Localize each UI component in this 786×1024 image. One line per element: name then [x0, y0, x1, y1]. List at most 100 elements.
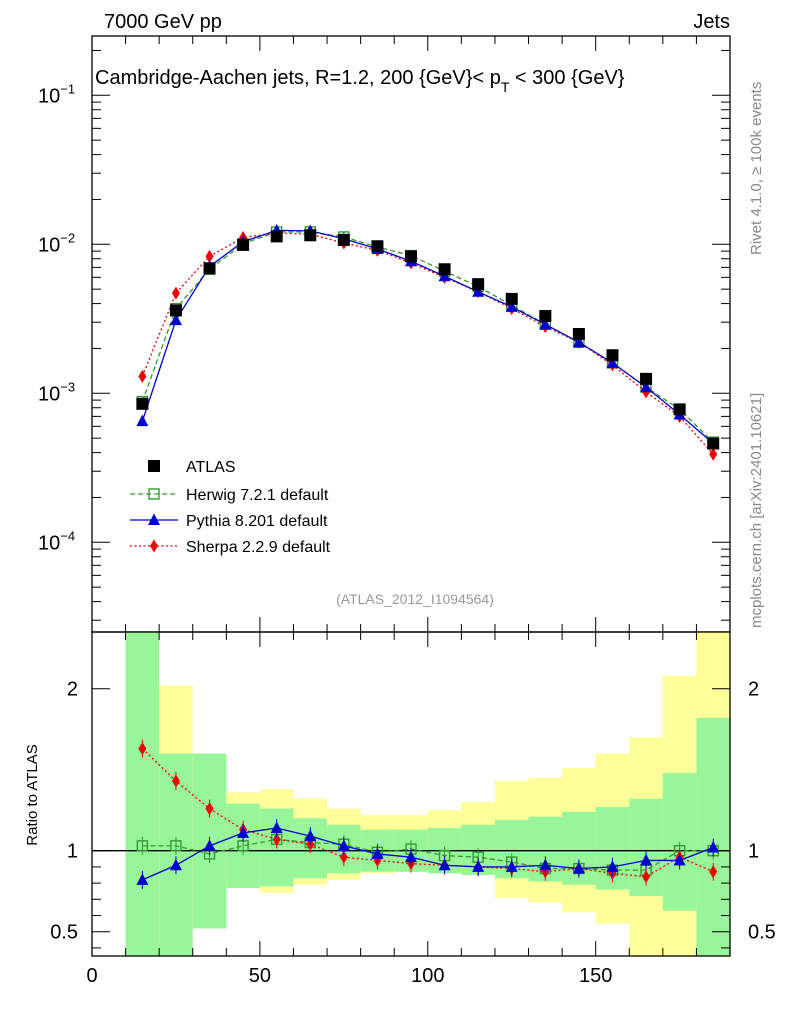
band-inner — [696, 717, 730, 956]
y-tick-label: 1 — [67, 841, 78, 863]
ratio-point-pythia — [606, 860, 619, 872]
point-atlas — [136, 397, 149, 410]
title-prefix: Cambridge-Aachen jets, R=1.2, 200 {GeV}<… — [95, 67, 501, 89]
x-tick-label: 50 — [249, 965, 271, 987]
ratio-point-pythia — [237, 826, 250, 838]
series-atlas — [136, 229, 720, 450]
main-series — [136, 223, 720, 461]
ratio-point-sherpa — [171, 774, 180, 788]
point-atlas — [270, 230, 283, 243]
ratio-point-pythia — [640, 853, 653, 866]
ratio-point-pythia — [673, 853, 686, 866]
point-pythia — [505, 300, 518, 312]
ratio-ylabel: Ratio to ATLAS — [24, 744, 41, 845]
point-atlas — [371, 240, 384, 253]
legend-marker-sherpa — [150, 539, 158, 553]
legend: ATLAS Herwig 7.2.1 default Pythia 8.201 de… — [130, 459, 331, 556]
point-atlas — [405, 250, 417, 263]
ratio-axes: 0.5 0.5 1 1 2 2 0 50 100 150 — [50, 632, 776, 987]
ratio-point-herwig — [136, 840, 149, 852]
ratio-series — [136, 739, 720, 889]
point-pythia — [539, 317, 552, 330]
point-atlas — [169, 304, 182, 317]
ratio-point-pythia — [539, 858, 552, 871]
ratio-point-pythia — [270, 821, 283, 834]
point-atlas — [203, 262, 216, 275]
side-label-rivet: Rivet 4.1.0, ≥ 100k events — [748, 82, 765, 255]
point-atlas — [438, 263, 451, 276]
ratio-point-pythia — [371, 847, 384, 859]
ratio-bands — [125, 632, 730, 956]
y-tick-label: 10−3 — [38, 379, 75, 405]
x-tick-label: 150 — [579, 965, 612, 987]
main-axes: 10−1 10−2 10−3 10−4 — [38, 36, 731, 632]
ratio-point-pythia — [136, 873, 149, 885]
legend-label-pythia: Pythia 8.201 default — [186, 513, 328, 530]
legend-entry-atlas: ATLAS — [148, 459, 236, 476]
point-pythia — [136, 414, 149, 427]
series-line-pythia — [141, 229, 714, 445]
legend-label-atlas: ATLAS — [186, 459, 236, 476]
point-atlas — [707, 437, 720, 450]
title-suffix: < 300 {GeV} — [509, 67, 624, 89]
ratio-point-sherpa — [339, 850, 348, 864]
y-tick-label: 2 — [67, 679, 78, 701]
point-pythia — [572, 335, 585, 348]
legend-label-sherpa: Sherpa 2.2.9 default — [186, 539, 331, 556]
ratio-point-pythia — [572, 862, 585, 874]
point-pythia — [606, 356, 619, 368]
ratio-point-sherpa — [138, 742, 147, 756]
analysis-id: (ATLAS_2012_I1094564) — [336, 591, 494, 607]
series-herwig — [136, 226, 719, 448]
point-pythia — [640, 380, 653, 393]
point-pythia — [438, 269, 451, 282]
y-tick-label-right: 1 — [748, 841, 759, 863]
ratio-point-pythia — [337, 839, 350, 851]
legend-marker-herwig — [148, 488, 160, 500]
ratio-point-pythia — [405, 850, 417, 863]
ratio-point-pythia — [707, 840, 720, 853]
ratio-point-pythia — [169, 858, 182, 871]
legend-marker-pythia — [148, 513, 160, 525]
point-atlas — [472, 278, 485, 291]
y-tick-label: 0.5 — [50, 922, 78, 944]
legend-label-herwig: Herwig 7.2.1 default — [186, 487, 329, 504]
ratio-point-sherpa — [205, 802, 214, 816]
point-pythia — [472, 285, 485, 297]
point-atlas — [640, 372, 653, 385]
series-line-sherpa — [141, 232, 714, 455]
legend-entry-sherpa: Sherpa 2.2.9 default — [130, 539, 331, 556]
x-tick-label: 100 — [411, 965, 444, 987]
series-sherpa — [138, 226, 718, 461]
point-atlas — [505, 292, 518, 305]
ratio-frame — [91, 631, 731, 957]
band-inner — [125, 632, 160, 956]
legend-marker-atlas — [148, 460, 160, 472]
title-sub: T — [501, 79, 510, 95]
point-atlas — [337, 233, 350, 246]
ratio-point-pythia — [304, 829, 317, 842]
legend-entry-herwig: Herwig 7.2.1 default — [130, 487, 329, 504]
ratio-point-pythia — [505, 860, 518, 872]
ratio-point-sherpa — [272, 832, 281, 846]
y-tick-label: 10−2 — [38, 230, 75, 256]
point-atlas — [539, 310, 552, 323]
header-right: Jets — [693, 11, 730, 33]
point-atlas — [237, 238, 250, 251]
ratio-point-herwig — [170, 840, 182, 852]
y-tick-label-right: 0.5 — [748, 922, 776, 944]
legend-entry-pythia: Pythia 8.201 default — [130, 513, 328, 530]
ratio-point-pythia — [472, 860, 485, 872]
y-tick-label: 10−1 — [38, 81, 75, 107]
ratio-line-pythia — [142, 827, 714, 881]
point-atlas — [572, 328, 585, 340]
ratio-point-sherpa — [642, 870, 651, 884]
ratio-series-pythia — [136, 819, 720, 889]
point-atlas — [304, 229, 317, 242]
y-tick-label: 10−4 — [38, 528, 75, 554]
point-pythia — [169, 313, 182, 326]
series-line-herwig — [141, 231, 714, 443]
point-sherpa — [171, 286, 180, 300]
ratio-point-sherpa — [709, 865, 718, 879]
